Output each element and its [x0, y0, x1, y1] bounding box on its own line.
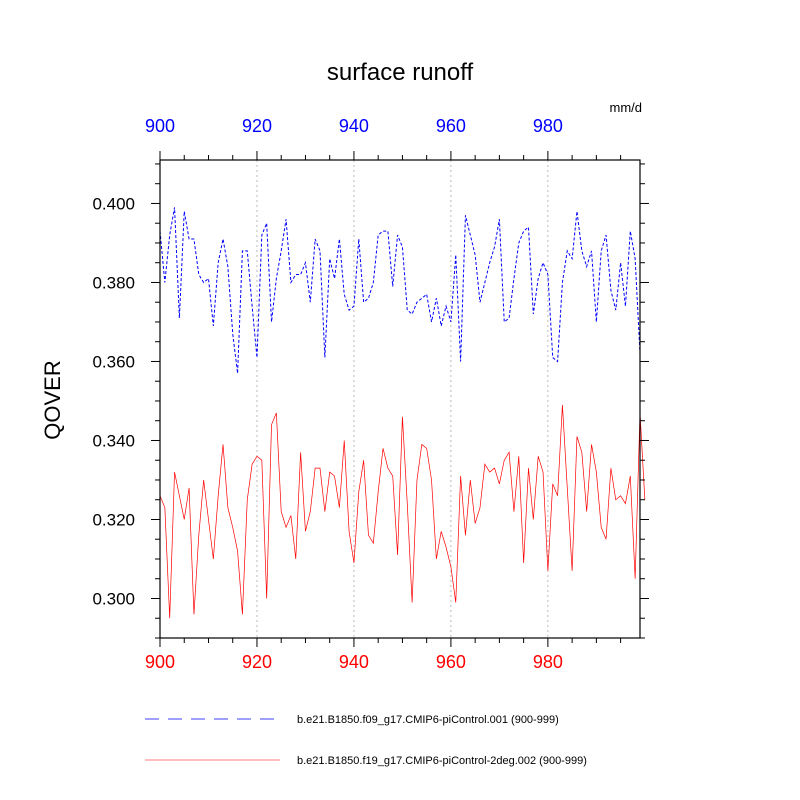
- y-axis-label: QOVER: [40, 360, 65, 439]
- x-tick-label-bottom: 940: [339, 652, 369, 672]
- legend-label-1: b.e21.B1850.f09_g17.CMIP6-piControl.001 …: [297, 714, 559, 726]
- x-tick-label-top: 960: [436, 116, 466, 136]
- x-tick-label-top: 920: [242, 116, 272, 136]
- y-tick-label: 0.340: [92, 431, 135, 450]
- chart-title: surface runoff: [327, 59, 474, 86]
- x-tick-label-top: 980: [533, 116, 563, 136]
- y-tick-label: 0.300: [92, 589, 135, 608]
- legend: b.e21.B1850.f09_g17.CMIP6-piControl.001 …: [145, 714, 587, 767]
- x-tick-label-top: 940: [339, 116, 369, 136]
- x-tick-label-bottom: 900: [145, 652, 175, 672]
- grid-lines: [256, 160, 549, 638]
- series-lines: [159, 207, 646, 619]
- y-tick-label: 0.320: [92, 510, 135, 529]
- x-tick-label-bottom: 960: [436, 652, 466, 672]
- y-tick-label: 0.360: [92, 352, 135, 371]
- axis-ticks: 900 920 940 960 980 900 920 940 960 980 0.300 0.320…: [92, 116, 649, 672]
- axes: [159, 159, 641, 639]
- plot-frame: [159, 159, 641, 639]
- y-tick-label: 0.380: [92, 273, 135, 292]
- series-line-1: [159, 207, 641, 374]
- units-label: mm/d: [610, 100, 643, 115]
- x-tick-label-top: 900: [145, 116, 175, 136]
- x-tick-label-bottom: 920: [242, 652, 272, 672]
- x-tick-label-bottom: 980: [533, 652, 563, 672]
- series-line-2: [159, 404, 646, 619]
- y-tick-label: 0.400: [92, 194, 135, 213]
- legend-label-2: b.e21.B1850.f19_g17.CMIP6-piControl-2deg…: [297, 755, 587, 767]
